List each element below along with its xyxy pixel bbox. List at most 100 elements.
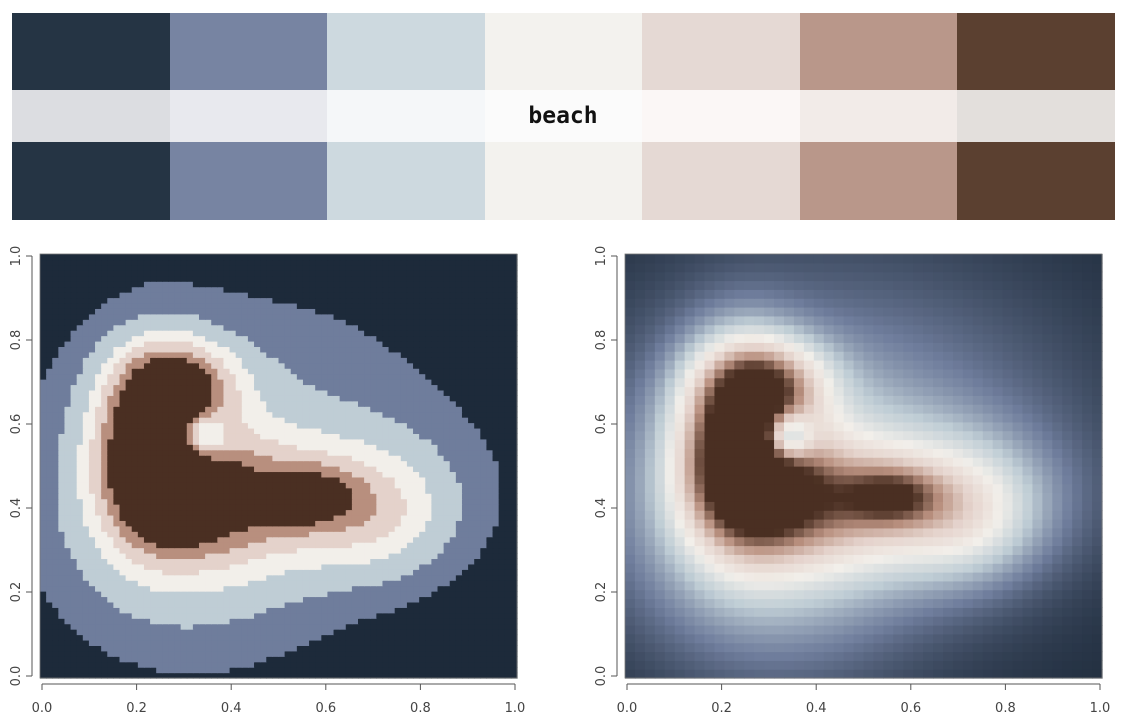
heatmap-cell (406, 368, 414, 375)
heatmap-cell (358, 471, 365, 478)
heatmap-cell (449, 460, 457, 467)
heatmap-cell (443, 482, 451, 489)
heatmap-cell (376, 471, 384, 478)
heatmap-cell (235, 362, 243, 369)
heatmap-cell (510, 672, 518, 679)
heatmap-cell (321, 498, 329, 505)
heatmap-cell (186, 427, 194, 434)
heatmap-cell (186, 563, 194, 570)
heatmap-cell (131, 536, 139, 543)
heatmap-cell (101, 466, 108, 473)
heatmap-cell (70, 406, 78, 413)
heatmap-cell (156, 368, 163, 375)
heatmap-cell (431, 542, 439, 549)
heatmap-cell (498, 493, 506, 500)
heatmap-cell (302, 623, 310, 630)
heatmap-cell (437, 384, 445, 391)
heatmap-cell (125, 569, 133, 576)
heatmap-cell (461, 645, 469, 652)
heatmap-cell (107, 650, 114, 657)
heatmap-cell (180, 351, 188, 358)
heatmap-cell (235, 471, 243, 478)
heatmap-cell (486, 422, 494, 429)
heatmap-cell (370, 487, 377, 494)
heatmap-cell (382, 672, 390, 679)
heatmap-cell (180, 607, 188, 614)
heatmap-cell (272, 558, 280, 565)
heatmap-cell (284, 645, 292, 652)
heatmap-cell (260, 536, 267, 543)
heatmap-cell (76, 618, 84, 625)
heatmap-cell (425, 514, 432, 521)
heatmap-cell (205, 417, 212, 424)
heatmap-cell (296, 368, 304, 375)
heatmap-cell (486, 661, 494, 668)
heatmap-cell (217, 580, 225, 587)
heatmap-cell (223, 634, 231, 641)
heatmap-cell (400, 438, 408, 445)
heatmap-cell (162, 476, 170, 483)
heatmap-cell (443, 476, 451, 483)
heatmap-cell (156, 466, 163, 473)
heatmap-cell (278, 536, 286, 543)
heatmap-cell (498, 368, 506, 375)
heatmap-cell (296, 427, 304, 434)
heatmap-cell (284, 395, 292, 402)
heatmap-cell (143, 531, 151, 538)
heatmap-cell (82, 340, 90, 348)
heatmap-cell (461, 498, 469, 505)
heatmap-cell (168, 476, 176, 483)
heatmap-cell (174, 629, 182, 636)
heatmap-cell (278, 514, 286, 521)
heatmap-cell (272, 395, 280, 402)
heatmap-cell (64, 422, 72, 429)
heatmap-cell (486, 520, 494, 527)
heatmap-cell (425, 650, 432, 657)
heatmap-cell (498, 455, 506, 462)
heatmap-cell (143, 667, 151, 674)
heatmap-cell (345, 335, 353, 342)
heatmap-cell (156, 427, 163, 434)
heatmap-cell (205, 471, 212, 478)
heatmap-cell (443, 634, 451, 641)
heatmap-cell (199, 384, 206, 391)
heatmap-cell (296, 618, 304, 625)
heatmap-cell (358, 444, 365, 451)
heatmap-cell (107, 362, 114, 369)
heatmap-cell (223, 667, 231, 674)
heatmap-cell (241, 335, 249, 342)
heatmap-cell (302, 504, 310, 511)
palette-swatch (484, 142, 643, 220)
heatmap-cell (419, 639, 426, 646)
heatmap-cell (345, 422, 353, 429)
heatmap-cell (174, 335, 182, 342)
heatmap-cell (101, 525, 108, 532)
heatmap-cell (394, 569, 402, 576)
heatmap-cell (95, 340, 102, 348)
heatmap-cell (180, 623, 188, 630)
heatmap-cell (46, 368, 53, 375)
heatmap-cell (64, 558, 72, 565)
heatmap-cell (315, 514, 322, 521)
heatmap-cell (254, 449, 261, 456)
heatmap-cell (345, 482, 353, 489)
heatmap-cell (486, 471, 494, 478)
heatmap-cell (419, 667, 426, 674)
heatmap-cell (321, 351, 329, 358)
heatmap-cell (382, 400, 390, 407)
heatmap-cell (247, 330, 255, 337)
heatmap-cell (468, 422, 475, 429)
heatmap-cell (406, 601, 414, 608)
heatmap-cell (205, 612, 212, 619)
heatmap-cell (199, 596, 206, 603)
heatmap-cell (174, 645, 182, 652)
heatmap-cell (174, 389, 182, 396)
heatmap-cell (443, 650, 451, 657)
heatmap-cell (101, 656, 108, 663)
heatmap-cell (101, 493, 108, 500)
heatmap-cell (241, 373, 249, 380)
heatmap-cell (223, 427, 231, 434)
heatmap-cell (70, 444, 78, 451)
heatmap-cell (284, 357, 292, 364)
heatmap-cell (431, 449, 439, 456)
